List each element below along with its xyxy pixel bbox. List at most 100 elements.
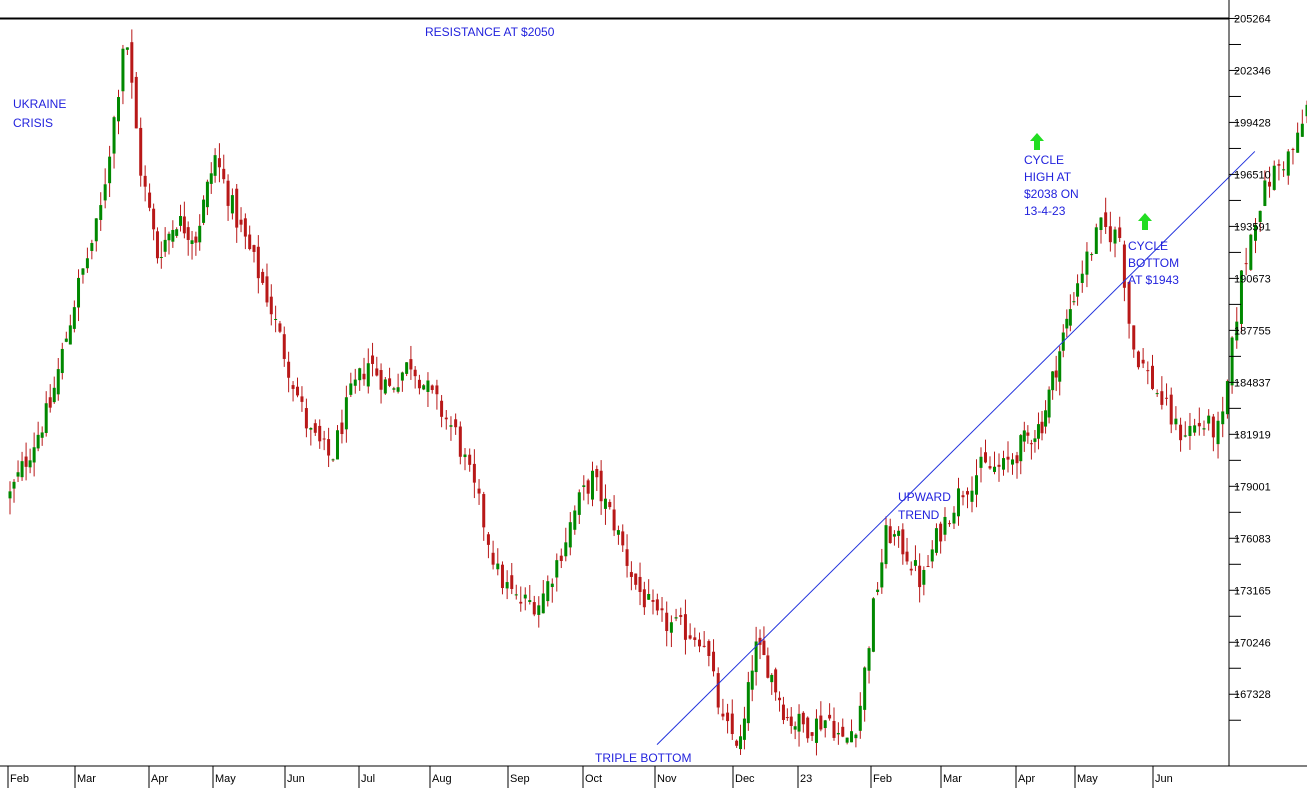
candle-body — [926, 566, 930, 568]
candle-body — [99, 205, 103, 220]
candle-body — [1094, 227, 1098, 254]
candle-body — [491, 552, 495, 565]
candle-body — [568, 522, 572, 548]
cycle-high-label-line1: CYCLE — [1024, 153, 1064, 167]
candle-body — [897, 530, 901, 536]
candle-body — [858, 705, 862, 731]
candle-body — [1015, 455, 1019, 464]
candle-body — [379, 370, 383, 390]
candle-body — [202, 199, 206, 223]
candle-body — [979, 456, 983, 468]
candle-body — [125, 47, 129, 50]
candle-body — [486, 534, 490, 545]
candle-body — [213, 155, 217, 176]
candle-body — [754, 641, 758, 673]
candle-body — [1127, 281, 1131, 324]
candle-body — [660, 608, 664, 611]
candle-body — [582, 485, 586, 487]
candle-body — [454, 419, 458, 428]
candle-body — [693, 637, 697, 640]
y-tick-label: 184837 — [1234, 377, 1271, 389]
candle-body — [1211, 416, 1215, 438]
candle-body — [669, 622, 673, 633]
candles-layer — [8, 29, 1307, 756]
candle-body — [514, 594, 518, 596]
candle-body — [828, 714, 832, 719]
candle-body — [836, 733, 840, 735]
candle-body — [335, 430, 339, 460]
y-axis: 205264 202346 199428 196510 193591 190673 1877… — [1229, 13, 1271, 721]
candle-body — [688, 635, 692, 639]
candle-body — [746, 682, 750, 724]
candle-body — [261, 271, 265, 283]
x-tick-label: May — [1077, 773, 1098, 785]
candle-body — [555, 560, 559, 578]
candle-body — [296, 386, 300, 396]
candle-body — [163, 239, 167, 252]
candle-body — [72, 307, 76, 329]
candle-body — [947, 523, 951, 525]
candle-body — [1291, 148, 1295, 150]
candle-body — [647, 593, 651, 600]
candle-body — [175, 229, 179, 236]
candle-body — [616, 530, 620, 535]
candle-body — [1179, 424, 1183, 441]
candle-body — [155, 231, 159, 259]
candle-body — [1006, 456, 1010, 460]
candle-body — [1047, 389, 1051, 418]
candle-body — [854, 734, 858, 739]
candle-body — [523, 594, 527, 599]
candle-body — [64, 338, 68, 342]
candle-body — [1225, 381, 1229, 415]
x-tick-label: Nov — [657, 773, 677, 785]
candle-body — [519, 601, 523, 604]
candle-body — [1254, 224, 1258, 241]
candle-body — [274, 318, 278, 320]
candle-body — [590, 470, 594, 500]
candle-body — [239, 219, 243, 225]
candle-body — [1099, 217, 1103, 231]
candle-body — [148, 192, 152, 208]
candle-body — [159, 256, 163, 258]
candle-body — [56, 369, 60, 395]
candle-body — [876, 589, 880, 592]
candle-body — [651, 600, 655, 602]
candle-body — [892, 534, 896, 537]
candle-body — [1136, 351, 1140, 368]
candle-body — [901, 529, 905, 555]
candle-body — [304, 408, 308, 429]
candle-body — [139, 127, 143, 176]
candle-body — [396, 387, 400, 392]
candle-body — [444, 417, 448, 420]
candle-body — [1065, 318, 1069, 329]
y-tick-label: 202346 — [1234, 65, 1271, 77]
candle-body — [16, 472, 20, 477]
candle-body — [697, 639, 701, 647]
candle-body — [603, 498, 607, 509]
candle-body — [500, 564, 504, 589]
candle-body — [198, 225, 202, 243]
candle-body — [32, 447, 36, 463]
candle-body — [52, 387, 56, 403]
candle-body — [458, 426, 462, 457]
candle-body — [781, 704, 785, 720]
candle-body — [252, 245, 256, 252]
candle-body — [961, 495, 965, 498]
candle-body — [477, 488, 481, 494]
candle-body — [405, 362, 409, 374]
triple-bottom-label: TRIPLE BOTTOM — [595, 751, 691, 765]
y-tick-label: 193591 — [1234, 221, 1271, 233]
candle-body — [194, 236, 198, 243]
candle-body — [265, 276, 269, 303]
y-tick-label: 179001 — [1234, 481, 1271, 493]
candle-body — [785, 717, 789, 719]
candle-body — [1193, 425, 1197, 433]
candle-body — [392, 388, 396, 390]
candle-body — [1080, 273, 1084, 283]
candle-body — [988, 466, 992, 469]
candle-body — [546, 581, 550, 602]
candle-body — [1282, 169, 1286, 171]
candle-body — [353, 379, 357, 386]
candle-body — [1132, 325, 1136, 350]
candle-body — [1033, 438, 1037, 442]
